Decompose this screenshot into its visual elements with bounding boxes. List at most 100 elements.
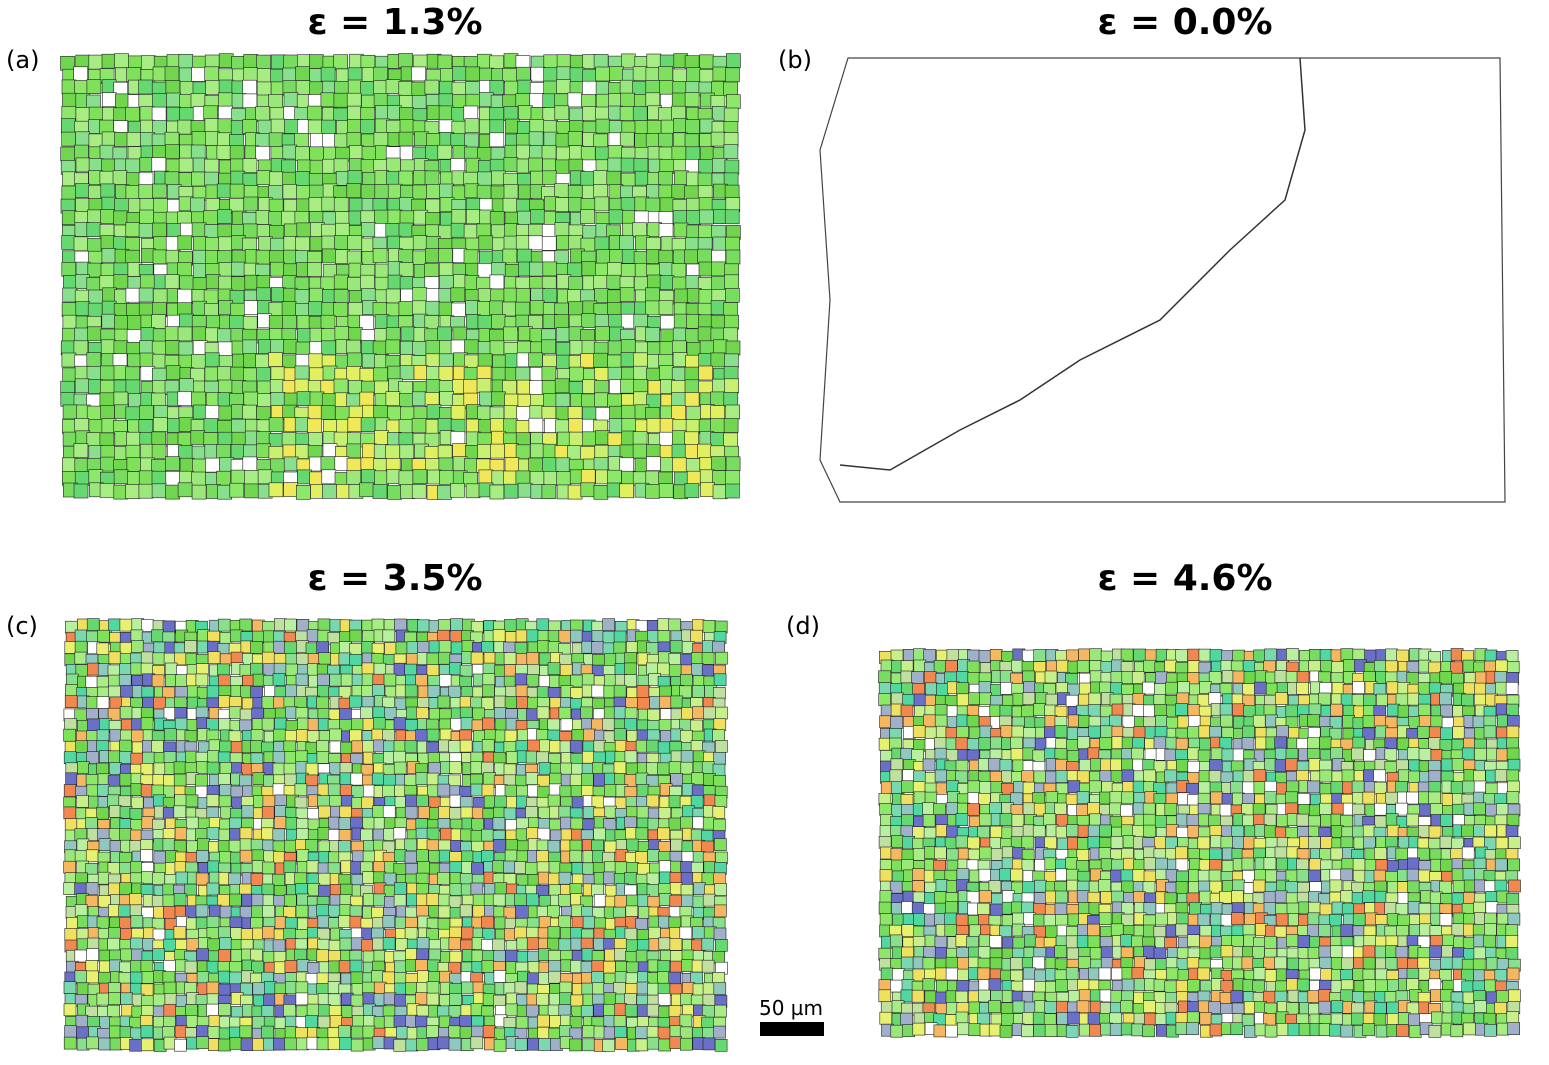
grain [658, 223, 674, 238]
grain [645, 67, 661, 82]
grain [406, 653, 419, 666]
grain [142, 751, 155, 765]
grain [152, 872, 165, 885]
grain [591, 641, 604, 655]
grain [229, 1037, 243, 1050]
grain [517, 248, 532, 264]
grain [217, 328, 232, 344]
grain [1164, 748, 1178, 762]
grain [257, 119, 273, 135]
grain [138, 287, 154, 303]
grain [1010, 747, 1024, 761]
grain [152, 145, 167, 160]
grain [417, 619, 430, 633]
grain [251, 905, 264, 919]
grain [203, 210, 218, 225]
grain [242, 93, 258, 109]
grain [725, 340, 741, 356]
grain [646, 794, 660, 808]
grain [393, 717, 407, 730]
grain [1428, 661, 1441, 675]
grain [712, 640, 726, 654]
grain [256, 68, 272, 83]
grain [956, 682, 970, 695]
grain [86, 222, 102, 237]
grain [321, 469, 337, 485]
grain [715, 651, 728, 665]
grain [338, 960, 352, 973]
grain [556, 327, 571, 342]
grain [164, 131, 180, 147]
grain [151, 483, 167, 499]
grain [86, 277, 102, 292]
grain [114, 315, 129, 330]
grain [1296, 671, 1310, 684]
grain [86, 784, 100, 798]
grain [702, 1037, 716, 1051]
grain [336, 484, 351, 499]
grain [426, 772, 440, 786]
grain [256, 54, 271, 70]
grain [274, 982, 288, 996]
grain [567, 131, 583, 146]
grain [339, 708, 352, 721]
grain [646, 367, 661, 383]
grain [73, 443, 89, 458]
grain [1462, 780, 1475, 794]
grain [362, 816, 375, 830]
grain [658, 107, 673, 122]
grain [152, 183, 167, 199]
grain [321, 483, 337, 499]
grain [334, 326, 350, 341]
grain [647, 708, 661, 722]
grain [321, 196, 337, 212]
grain [296, 185, 311, 200]
grain [1308, 758, 1322, 771]
grain [338, 652, 352, 666]
grain [698, 365, 714, 381]
grain [558, 629, 572, 643]
grain [284, 917, 298, 930]
grain [374, 263, 390, 279]
grain [86, 970, 99, 984]
grain [602, 618, 616, 632]
grain [206, 794, 220, 807]
grain [711, 158, 727, 173]
grain [724, 353, 739, 369]
grain [351, 1025, 364, 1039]
grain [503, 405, 519, 421]
grain [140, 959, 154, 973]
grain [608, 313, 624, 329]
grain [1341, 769, 1355, 783]
grain [569, 107, 584, 123]
grain [1395, 781, 1408, 794]
grain [415, 706, 429, 720]
grain [1198, 781, 1211, 795]
grain [114, 53, 129, 69]
grain [541, 457, 557, 472]
grain [173, 926, 187, 939]
grain [514, 642, 528, 655]
grain [711, 456, 726, 471]
grain [724, 378, 739, 394]
grain [217, 224, 233, 239]
grain [686, 470, 702, 486]
grain [529, 261, 544, 277]
grain [64, 718, 77, 731]
grain [191, 391, 206, 407]
grain [569, 1038, 582, 1052]
grain [100, 456, 115, 472]
grain [164, 728, 177, 741]
grain [593, 484, 609, 500]
grain [658, 483, 674, 499]
grain [526, 629, 540, 643]
grain [481, 828, 494, 842]
grain [206, 915, 220, 929]
grain [922, 758, 936, 772]
grain [698, 224, 713, 240]
grain [295, 992, 309, 1006]
grain [239, 827, 253, 841]
grain [556, 66, 572, 82]
grain [504, 849, 518, 863]
grain [568, 276, 583, 292]
